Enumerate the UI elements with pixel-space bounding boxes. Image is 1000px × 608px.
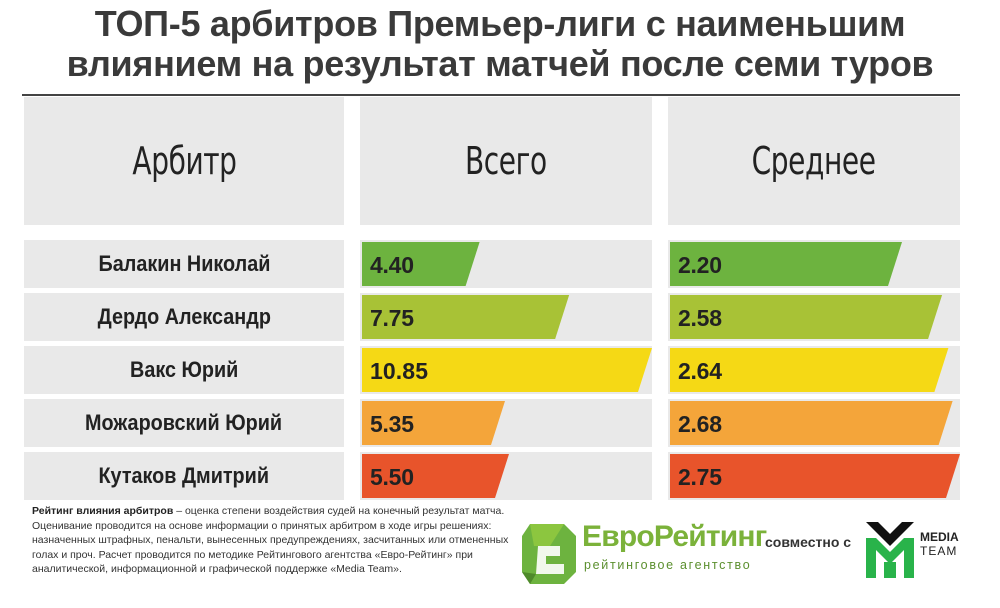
footnote-term: Рейтинг влияния арбитров bbox=[32, 505, 174, 517]
title-divider bbox=[22, 94, 960, 96]
eurorating-mark-icon bbox=[522, 524, 576, 584]
referee-name: Кутаков Дмитрий bbox=[98, 463, 270, 488]
bar-total-label: 5.50 bbox=[370, 464, 414, 490]
bar-average bbox=[670, 454, 960, 498]
bar-average-label: 2.68 bbox=[678, 411, 722, 437]
column-header-total: Всего bbox=[360, 97, 652, 225]
bar-average-label: 2.64 bbox=[678, 358, 722, 384]
row-name-cell bbox=[24, 346, 344, 394]
bar-average-label: 2.58 bbox=[678, 305, 722, 331]
title-line-1: ТОП-5 арбитров Премьер-лиги с наименьшим bbox=[94, 3, 906, 44]
referee-name: Можаровский Юрий bbox=[85, 410, 283, 435]
bar-total-label: 5.35 bbox=[370, 411, 414, 437]
column-header-referee: Арбитр bbox=[24, 97, 344, 225]
row-name-cell bbox=[24, 399, 344, 447]
footnote: Рейтинг влияния арбитров – оценка степен… bbox=[32, 504, 532, 577]
mediateam-text: MEDIA TEAM bbox=[920, 530, 959, 558]
together-with-label: совместно с bbox=[765, 534, 852, 550]
referee-name: Вакс Юрий bbox=[129, 357, 239, 382]
eurorating-logo: ЕвроРейтинг рейтинговое агентство bbox=[520, 512, 767, 588]
bar-total bbox=[362, 295, 570, 339]
footnote-line-4: голах и проч. Расчет проводится по метод… bbox=[32, 548, 473, 561]
row-name-cell bbox=[24, 452, 344, 500]
bar-average bbox=[670, 401, 953, 445]
bar-total bbox=[362, 242, 480, 286]
mediateam-logo: MEDIA TEAM bbox=[862, 512, 972, 588]
bar-total bbox=[362, 454, 510, 498]
bar-average-label: 2.20 bbox=[678, 252, 722, 278]
bar-average bbox=[670, 348, 949, 392]
bar-average bbox=[670, 295, 943, 339]
footnote-line-1: – оценка степени воздействия судей на ко… bbox=[173, 505, 505, 517]
row-name-cell bbox=[24, 293, 344, 341]
bar-total-label: 4.40 bbox=[370, 252, 414, 278]
row-name-cell bbox=[24, 240, 344, 288]
column-header-average: Среднее bbox=[668, 97, 960, 225]
footnote-line-5: аналитической, информационной и графичес… bbox=[32, 563, 402, 576]
bar-total-label: 7.75 bbox=[370, 305, 414, 331]
referee-name: Дердо Александр bbox=[97, 304, 271, 329]
eurorating-name: ЕвроРейтинг bbox=[582, 520, 767, 553]
bar-total bbox=[362, 401, 505, 445]
title-line-2: влиянием на результат матчей после семи … bbox=[66, 43, 934, 84]
eurorating-subtitle: рейтинговое агентство bbox=[584, 558, 752, 572]
mediateam-mark-icon bbox=[866, 522, 914, 578]
referee-name: Балакин Николай bbox=[98, 251, 270, 276]
bar-total-label: 10.85 bbox=[370, 358, 428, 384]
footnote-line-3: назначенных штрафных, пенальти, вынесенн… bbox=[32, 534, 509, 547]
bar-total bbox=[362, 348, 652, 392]
footnote-line-2: Оценивание проводится на основе информац… bbox=[32, 519, 492, 532]
bar-average bbox=[670, 242, 902, 286]
chart-title: ТОП-5 арбитров Премьер-лиги с наименьшим… bbox=[0, 4, 1000, 84]
bar-average-label: 2.75 bbox=[678, 464, 722, 490]
